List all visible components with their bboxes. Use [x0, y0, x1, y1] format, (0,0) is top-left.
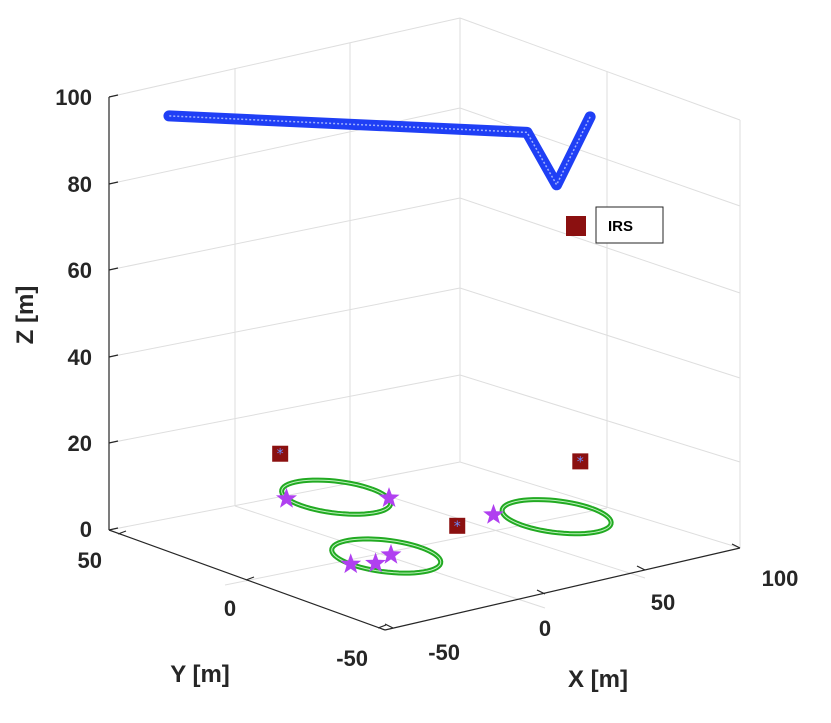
z-tick — [108, 94, 119, 98]
z-tick — [108, 527, 119, 531]
zgrid-right — [459, 107, 741, 207]
user-star-5 — [483, 503, 504, 524]
z-tick-label: 20 — [68, 431, 92, 456]
x-tick-label: 50 — [651, 590, 675, 615]
x-axis-label: X [m] — [568, 666, 628, 693]
zgrid-right — [459, 374, 741, 463]
x-tick — [636, 565, 646, 571]
z-tick — [108, 267, 119, 271]
z-tick-label: 40 — [68, 345, 92, 370]
zgrid-left — [108, 107, 461, 185]
data-marks: * * * — [163, 110, 614, 576]
z-tick — [108, 440, 119, 444]
zgrid-left — [108, 197, 461, 271]
back-wall-edge — [108, 17, 461, 98]
zgrid-right — [459, 197, 741, 294]
y-tick — [245, 576, 255, 581]
z-tick — [108, 181, 119, 185]
irs-marker-2 — [449, 517, 466, 534]
user-star-1 — [378, 487, 400, 507]
uav-trajectory — [163, 110, 596, 191]
user-star-0 — [276, 487, 297, 508]
z-tick — [108, 354, 119, 358]
x-tick — [384, 623, 394, 629]
y-axis-label: Y [m] — [170, 661, 230, 688]
legend-label-irs: IRS — [608, 218, 633, 235]
axis-labels: Z [m] Y [m] X [m] — [12, 286, 628, 693]
z-tick-label: 60 — [68, 258, 92, 283]
back-wall-edge — [459, 17, 741, 121]
irs-marker-1 — [572, 453, 589, 470]
irs-center-star-2: * — [454, 519, 461, 535]
y-tick-label: 0 — [224, 596, 236, 621]
user-circle-0 — [279, 477, 394, 517]
legend: IRS — [566, 206, 664, 244]
z-tick-label: 100 — [55, 85, 92, 110]
x-tick-label: 0 — [539, 616, 551, 641]
z-axis-label: Z [m] — [12, 286, 39, 345]
user-star-2 — [340, 553, 362, 574]
x-tick-label: 100 — [762, 566, 799, 591]
axes — [108, 94, 741, 631]
irs-center-star-0: * — [277, 447, 284, 463]
grid — [108, 17, 741, 609]
y-tick-label: 50 — [78, 548, 102, 573]
x-tick — [731, 543, 741, 549]
tick-labels: 100 80 60 40 20 0 50 0 -50 -50 0 50 100 — [55, 85, 798, 671]
back-wall-edge — [459, 461, 741, 549]
legend-box — [595, 206, 664, 244]
x-axis-line — [384, 547, 741, 631]
y-tick — [377, 624, 387, 629]
user-circle-highlight-0 — [281, 479, 392, 515]
x-tick — [536, 589, 546, 595]
user-circle-highlight-2 — [501, 499, 612, 535]
uav-trajectory-markers — [168, 115, 591, 187]
x-tick-label: -50 — [428, 640, 460, 665]
z-tick-label: 80 — [68, 172, 92, 197]
user-star-3 — [365, 552, 386, 573]
legend-swatch-irs — [566, 216, 586, 236]
user-star-4 — [380, 543, 402, 564]
user-circle-2 — [499, 497, 614, 537]
zgrid-left — [108, 374, 461, 444]
irs-center-star-1: * — [577, 454, 584, 470]
irs-marker-0 — [272, 445, 289, 462]
y-tick-label: -50 — [336, 646, 368, 671]
floor-grid — [349, 483, 646, 579]
y-tick — [117, 530, 127, 535]
zgrid-left — [108, 287, 461, 358]
zgrid-right — [459, 287, 741, 379]
z-tick-label: 0 — [80, 517, 92, 542]
